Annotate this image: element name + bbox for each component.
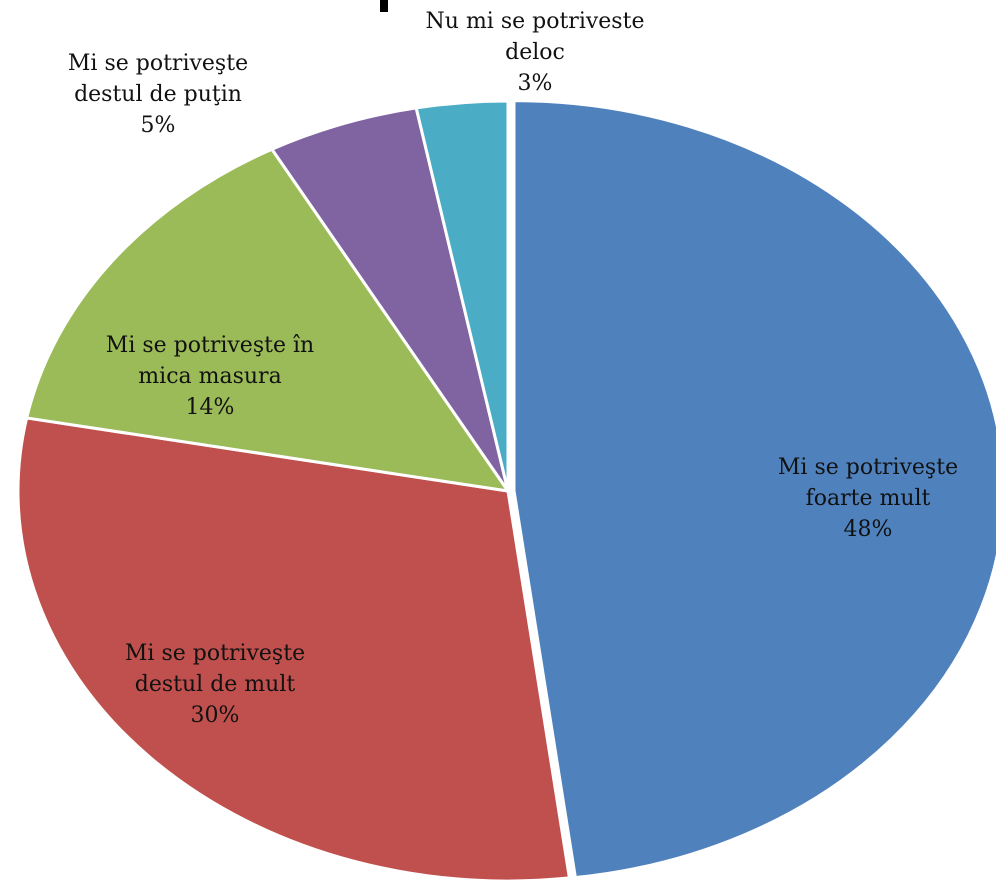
data-label-line: deloc <box>505 40 565 65</box>
pie-slice <box>414 99 510 492</box>
data-label-percent: 3% <box>518 71 553 96</box>
data-label: Mi se potriveşte în mica masura 14% <box>106 333 314 420</box>
data-label: Nu mi se potriveste deloc 3% <box>426 9 645 96</box>
title-remnant-mark <box>380 0 388 12</box>
data-label-line: Mi se potriveşte în <box>106 333 314 358</box>
data-label-percent: 30% <box>191 703 240 728</box>
pie-slices <box>16 99 996 882</box>
data-label-percent: 5% <box>141 113 176 138</box>
pie-slice <box>512 99 996 880</box>
pie-labels: Mi se potriveşte foarte mult 48%Mi se potr… <box>68 9 958 728</box>
data-label-percent: 14% <box>186 395 235 420</box>
data-label-line: Mi se potriveşte <box>125 641 305 666</box>
pie-slice <box>269 106 510 492</box>
data-label-line: destul de mult <box>135 672 296 697</box>
data-label-line: mica masura <box>138 364 281 389</box>
pie-slice <box>24 147 512 494</box>
data-label-line: destul de puţin <box>74 82 242 107</box>
data-label-line: foarte mult <box>806 486 931 511</box>
data-label-line: Nu mi se potriveste <box>426 9 645 34</box>
pie-slice <box>16 416 572 882</box>
data-label-line: Mi se potriveşte <box>68 51 248 76</box>
data-label: Mi se potriveşte destul de mult 30% <box>125 641 305 728</box>
data-label: Mi se potriveşte destul de puţin 5% <box>68 51 248 138</box>
data-label-percent: 48% <box>844 517 893 542</box>
data-label: Mi se potriveşte foarte mult 48% <box>778 455 958 542</box>
data-label-line: Mi se potriveşte <box>778 455 958 480</box>
